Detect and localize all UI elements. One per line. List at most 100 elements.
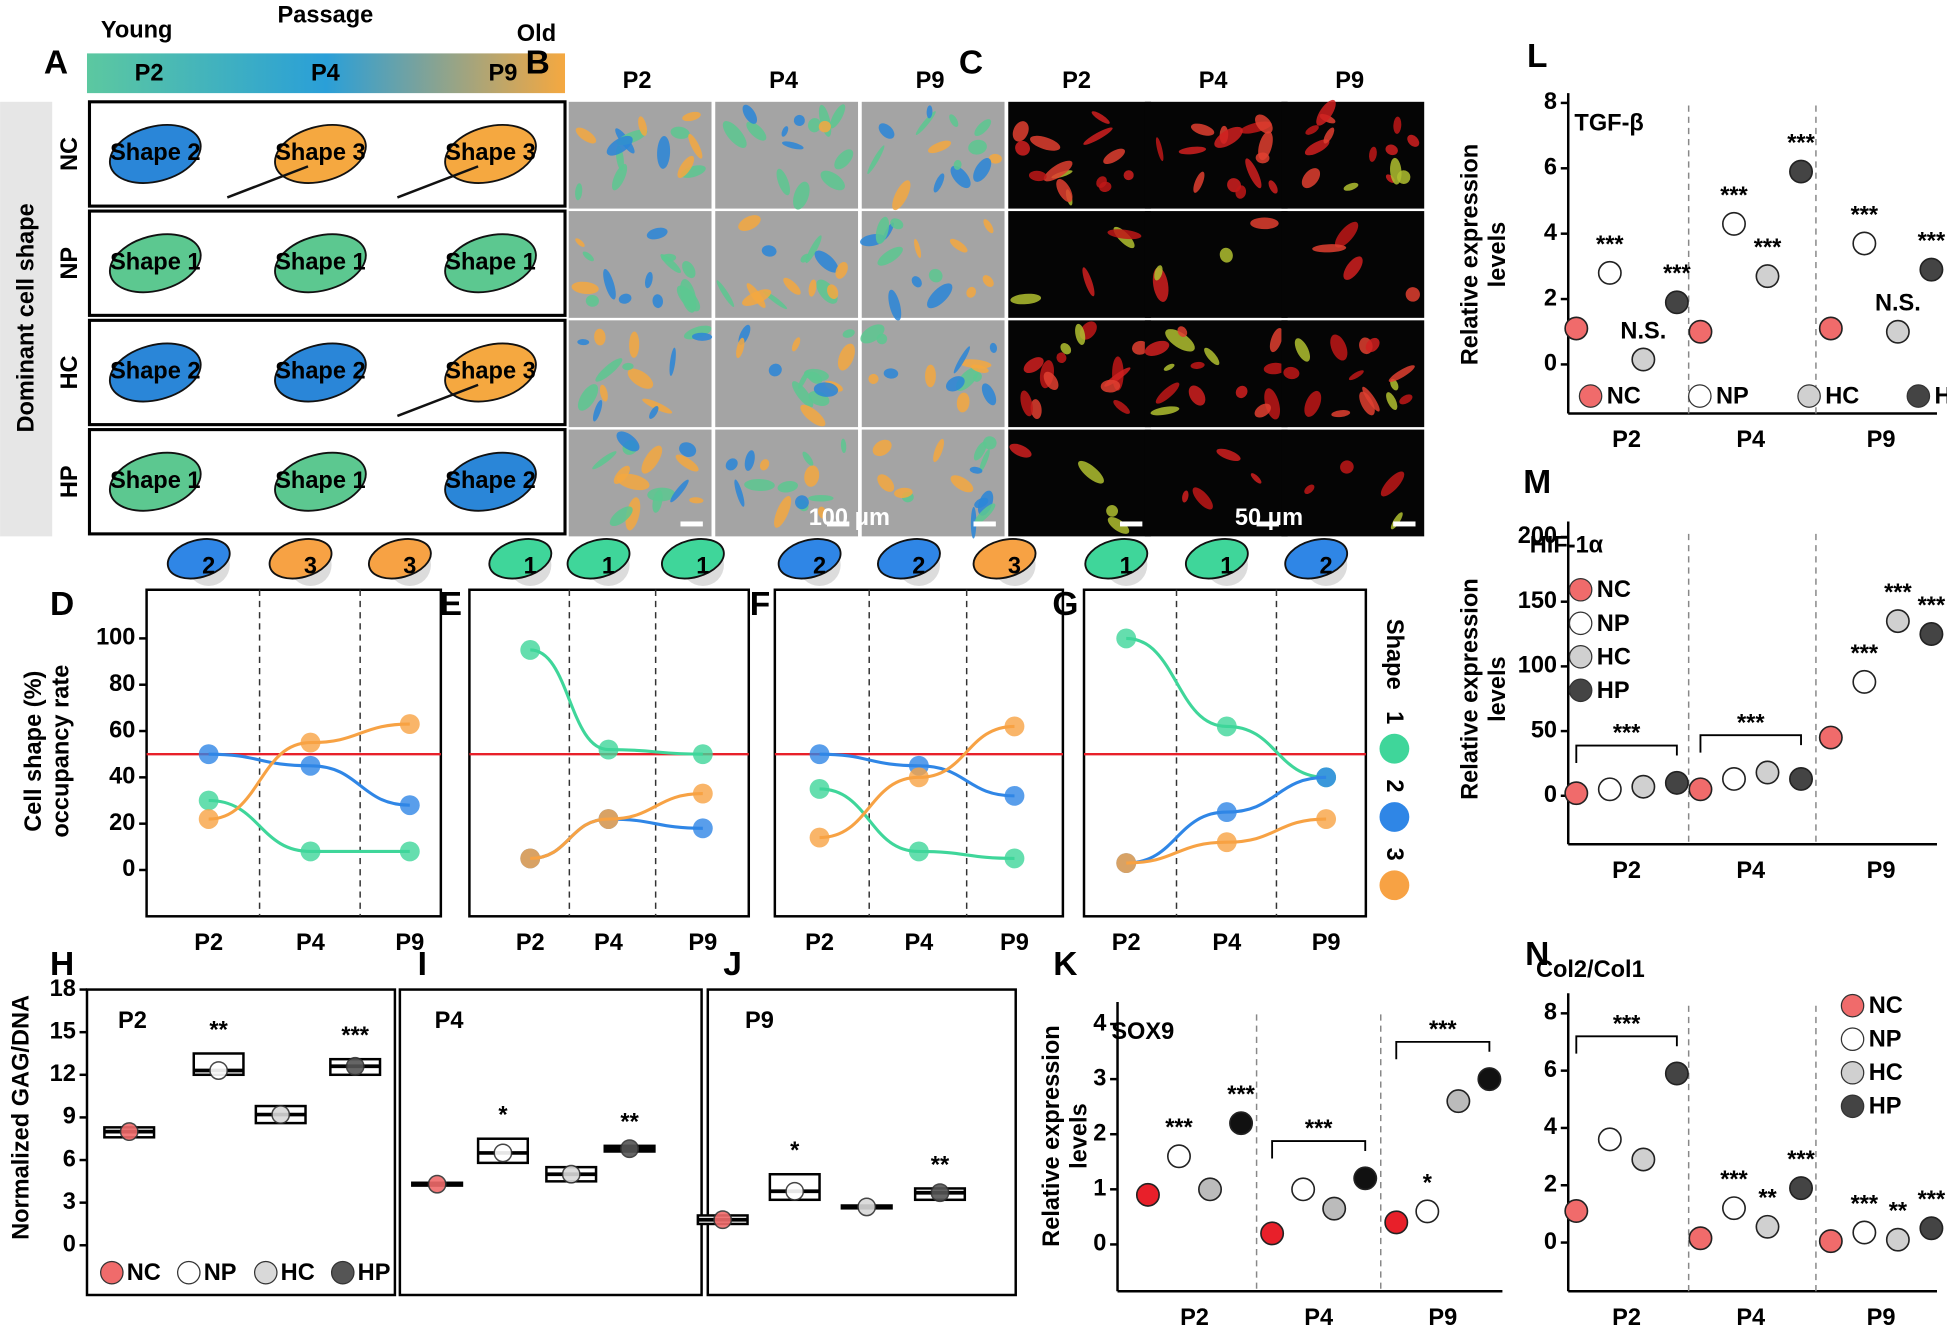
cell [625,497,641,531]
bracket [1575,1035,1678,1054]
legend-label: NC [127,1259,161,1285]
cell [818,120,831,133]
significance: *** [1918,592,1946,618]
cell [1219,247,1233,263]
cell [761,245,777,257]
micrograph [715,320,859,428]
y-axis-title: levels [1066,1103,1092,1169]
cell [970,364,989,373]
cell [603,268,616,300]
cell [577,339,590,346]
cell [575,238,585,247]
x-tick-label: P9 [1867,426,1896,452]
data-point [1722,766,1746,791]
cell [1254,403,1271,418]
cell [793,181,810,210]
significance: N.S. [1620,317,1666,343]
cell [1155,382,1180,404]
panel-letter: E [440,586,462,623]
cell [1380,471,1405,497]
bracket [1271,1140,1367,1159]
data-point [1229,1111,1254,1136]
cell [950,475,974,493]
cell [988,153,1002,164]
cell [974,497,989,509]
cell [1177,326,1188,338]
cell [689,497,704,504]
data-point [1216,832,1237,853]
cell [777,481,798,493]
cell-drawing [108,124,202,184]
cell [1144,340,1170,356]
cell [888,289,902,321]
micrograph [1281,101,1425,209]
shape-label: Shape 2 [110,358,200,384]
cell [1056,179,1073,203]
data-point [1631,1147,1656,1172]
cell [1030,399,1042,420]
cell [1075,323,1086,345]
x-tick-label: P4 [904,929,933,955]
micrograph [1008,101,1152,209]
cell [927,283,953,309]
cell [736,337,745,359]
y-tick-label: 9 [63,1103,76,1129]
y-tick-label: 6 [1544,1056,1557,1082]
cell [956,392,970,413]
y-tick-label: 2 [1544,1170,1557,1196]
significance: *** [1720,1166,1748,1192]
cell-drawing [877,538,941,580]
significance: ** [209,1016,228,1042]
cell [768,363,782,377]
cell [945,376,965,392]
legend-swatch [253,1260,278,1285]
cell [1106,505,1119,517]
legend-label: HC [1825,383,1859,409]
cell [1331,410,1351,418]
scale-bar [973,521,996,527]
significance: *** [1720,182,1748,208]
cell [949,114,959,128]
cell [1043,160,1073,182]
cell [860,324,885,344]
cell [800,404,826,427]
cell [670,479,689,503]
x-tick-label: P2 [1612,1304,1641,1330]
legend-label: NP [204,1259,237,1285]
scale-bar [1256,521,1279,527]
cell [688,133,703,159]
data-point [198,809,219,829]
cell [959,359,992,369]
cell [1123,170,1134,181]
cell [807,118,822,133]
row-label: NC [56,137,82,171]
y-tick-label: 6 [1544,154,1557,180]
x-tick-label: P2 [1112,929,1141,955]
cell-drawing [1184,538,1249,580]
legend-label: 1 [1382,711,1408,724]
micrograph [1008,429,1152,537]
legend-label: HP [358,1259,391,1285]
x-tick-label: P4 [1212,929,1241,955]
series-line [530,817,703,860]
legend-swatch [1840,1094,1865,1119]
cell [1056,352,1067,364]
cell [983,436,997,450]
panel-letter: N [1525,936,1549,973]
cell [1294,338,1311,362]
legend-swatch [1568,678,1593,703]
cell [925,364,936,388]
cell [592,451,617,470]
data-point [1564,316,1589,341]
cell [682,261,696,279]
data-point [1755,1214,1780,1239]
data-point [1004,716,1025,737]
cell [795,495,809,510]
data-point [1135,1182,1160,1207]
row-label: NP [56,247,82,280]
shape-label: Shape 1 [275,248,365,274]
legend-label: HP [1935,383,1947,409]
cell [646,227,668,240]
